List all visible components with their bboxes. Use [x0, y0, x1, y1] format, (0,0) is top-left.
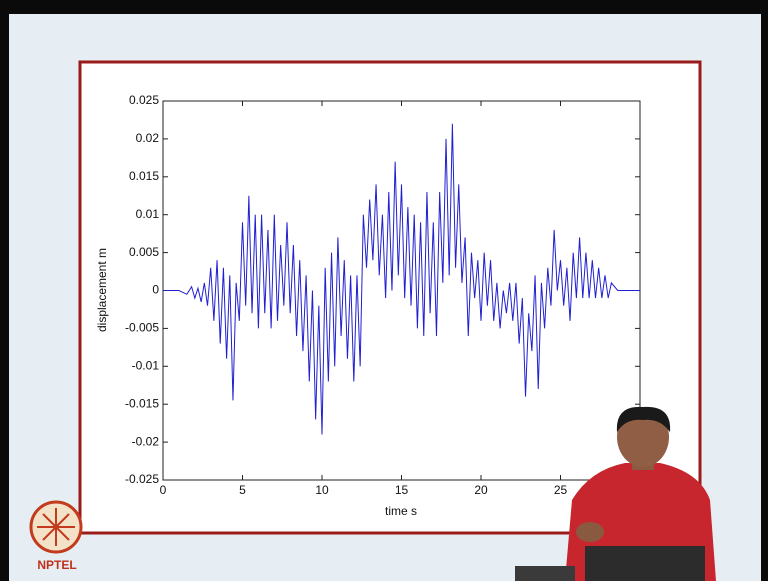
x-tick-label: 0 [160, 483, 167, 497]
y-tick-label: -0.025 [125, 472, 159, 486]
x-tick-label: 25 [554, 483, 568, 497]
slide-border [80, 62, 700, 533]
y-tick-label: 0.025 [129, 93, 159, 107]
y-tick-label: -0.015 [125, 396, 159, 410]
y-tick-label: 0 [152, 283, 159, 297]
x-tick-label: 10 [315, 483, 329, 497]
y-tick-label: 0.01 [136, 207, 160, 221]
x-axis-label: time s [385, 504, 417, 518]
y-tick-label: 0.02 [136, 131, 160, 145]
y-tick-label: -0.02 [132, 434, 160, 448]
logo-text: NPTEL [37, 558, 76, 572]
y-tick-label: -0.01 [132, 358, 160, 372]
presenter-hand [576, 522, 604, 542]
x-tick-label: 15 [395, 483, 409, 497]
y-tick-label: 0.005 [129, 245, 159, 259]
y-tick-label: -0.005 [125, 321, 159, 335]
screen: -0.025 -0.02 -0.015 -0.01 -0.005 0 0.005 0.01 0.… [0, 0, 768, 581]
desk-object [515, 566, 575, 581]
laptop [585, 546, 705, 581]
x-tick-label: 20 [474, 483, 488, 497]
logo: NPTEL [31, 502, 81, 572]
y-tick-label: 0.015 [129, 169, 159, 183]
x-tick-label: 5 [239, 483, 246, 497]
y-axis-label: displacement m [95, 248, 109, 332]
